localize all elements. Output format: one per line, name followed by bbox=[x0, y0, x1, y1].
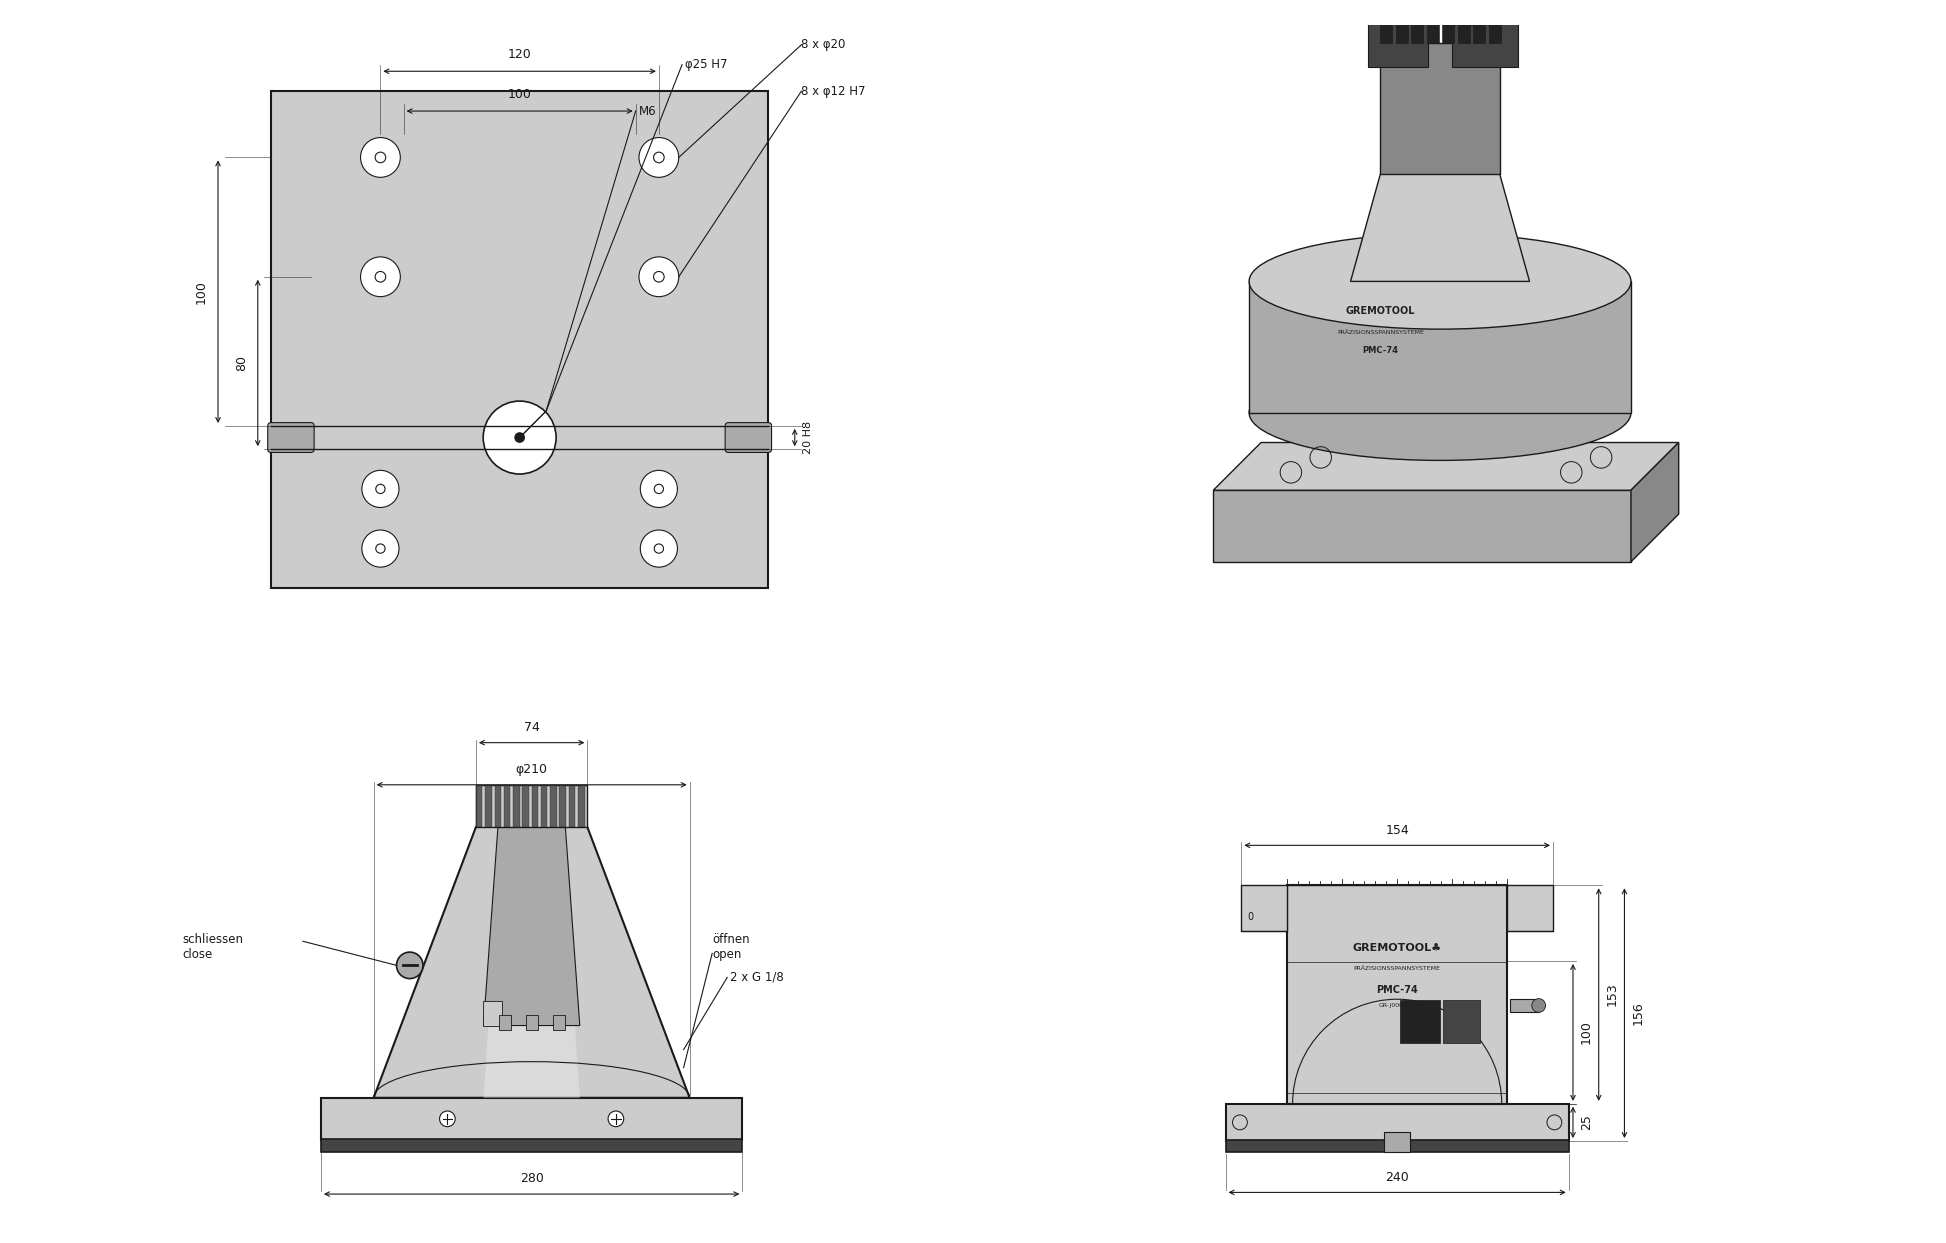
Text: 25: 25 bbox=[1580, 1115, 1594, 1130]
Circle shape bbox=[360, 257, 401, 297]
FancyBboxPatch shape bbox=[726, 423, 771, 452]
Text: 154: 154 bbox=[1386, 824, 1409, 837]
Polygon shape bbox=[1242, 885, 1286, 931]
Text: 156: 156 bbox=[1631, 1002, 1644, 1025]
Bar bbox=[560, 784, 566, 827]
Circle shape bbox=[638, 257, 679, 297]
Bar bbox=[1380, 22, 1391, 42]
FancyBboxPatch shape bbox=[269, 423, 313, 452]
Text: öffnen
open: öffnen open bbox=[712, 933, 749, 961]
Bar bbox=[485, 784, 492, 827]
Bar bbox=[1286, 885, 1508, 1104]
Bar bbox=[541, 784, 547, 827]
Text: 80: 80 bbox=[235, 355, 247, 370]
Bar bbox=[551, 784, 557, 827]
Polygon shape bbox=[1508, 885, 1553, 931]
Bar bbox=[1489, 22, 1500, 42]
Text: 74: 74 bbox=[523, 721, 539, 733]
Text: 8 x φ12 H7: 8 x φ12 H7 bbox=[802, 85, 866, 98]
Circle shape bbox=[640, 470, 677, 507]
Polygon shape bbox=[374, 827, 689, 1098]
Text: 0: 0 bbox=[1247, 912, 1253, 922]
Polygon shape bbox=[1249, 281, 1631, 413]
Text: 20 H8: 20 H8 bbox=[802, 421, 813, 454]
Text: schliessen
close: schliessen close bbox=[183, 933, 243, 961]
Bar bbox=[504, 784, 510, 827]
Text: 153: 153 bbox=[1605, 983, 1619, 1007]
Bar bbox=[1510, 998, 1539, 1012]
Bar bbox=[1473, 22, 1485, 42]
Text: PMC-74: PMC-74 bbox=[1376, 986, 1419, 996]
Text: PMC-74: PMC-74 bbox=[1362, 346, 1399, 354]
Text: 2 x G 1/8: 2 x G 1/8 bbox=[730, 971, 784, 984]
Text: 100: 100 bbox=[195, 280, 208, 303]
Bar bbox=[1426, 22, 1438, 42]
Bar bbox=[321, 1139, 741, 1152]
Ellipse shape bbox=[1249, 234, 1631, 329]
Bar bbox=[578, 784, 584, 827]
Polygon shape bbox=[483, 827, 580, 1098]
Polygon shape bbox=[1368, 0, 1428, 67]
Text: GREMOTOOL♣: GREMOTOOL♣ bbox=[1352, 943, 1442, 953]
Bar bbox=[477, 784, 588, 827]
Text: φ25 H7: φ25 H7 bbox=[685, 58, 728, 71]
Bar bbox=[1442, 999, 1481, 1043]
Polygon shape bbox=[1631, 443, 1679, 562]
Bar bbox=[568, 784, 576, 827]
Bar bbox=[525, 1016, 537, 1030]
Polygon shape bbox=[1212, 443, 1679, 490]
Bar bbox=[553, 1016, 564, 1030]
Text: 100: 100 bbox=[508, 88, 531, 101]
Text: GR-J00000X: GR-J00000X bbox=[1378, 1003, 1415, 1008]
Circle shape bbox=[362, 470, 399, 507]
Text: 120: 120 bbox=[508, 48, 531, 61]
Polygon shape bbox=[483, 827, 580, 1025]
Polygon shape bbox=[1212, 490, 1631, 562]
Polygon shape bbox=[1452, 0, 1518, 67]
Bar bbox=[522, 784, 529, 827]
Polygon shape bbox=[1351, 174, 1530, 281]
Circle shape bbox=[607, 1111, 625, 1126]
Text: 100: 100 bbox=[1580, 1021, 1594, 1044]
Bar bbox=[514, 784, 520, 827]
Circle shape bbox=[360, 138, 401, 178]
Bar bbox=[1226, 1104, 1568, 1141]
Circle shape bbox=[516, 433, 523, 443]
Bar bbox=[494, 784, 500, 827]
Polygon shape bbox=[483, 1002, 502, 1025]
Text: PRÄZISIONSSPANNSYSTEME: PRÄZISIONSSPANNSYSTEME bbox=[1354, 966, 1440, 971]
Polygon shape bbox=[1380, 42, 1500, 174]
Bar bbox=[1442, 22, 1454, 42]
Bar bbox=[270, 91, 769, 588]
Bar bbox=[1395, 22, 1407, 42]
Bar bbox=[477, 784, 483, 827]
Bar bbox=[1411, 22, 1423, 42]
Circle shape bbox=[640, 530, 677, 567]
Text: φ210: φ210 bbox=[516, 763, 547, 776]
Bar bbox=[321, 1098, 741, 1140]
Circle shape bbox=[440, 1111, 455, 1126]
Circle shape bbox=[483, 401, 557, 474]
Text: GREMOTOOL: GREMOTOOL bbox=[1345, 306, 1415, 316]
Bar bbox=[1226, 1140, 1568, 1152]
Text: 240: 240 bbox=[1386, 1171, 1409, 1183]
Circle shape bbox=[362, 530, 399, 567]
Bar bbox=[1399, 999, 1440, 1043]
Circle shape bbox=[638, 138, 679, 178]
Ellipse shape bbox=[1249, 365, 1631, 460]
Bar bbox=[1458, 22, 1469, 42]
Bar bbox=[531, 784, 539, 827]
Text: 280: 280 bbox=[520, 1172, 543, 1185]
Circle shape bbox=[1532, 998, 1545, 1012]
Circle shape bbox=[397, 952, 422, 978]
Text: M6: M6 bbox=[638, 104, 656, 118]
Bar bbox=[1384, 1132, 1411, 1152]
Text: 8 x φ20: 8 x φ20 bbox=[802, 39, 847, 51]
Bar bbox=[498, 1016, 510, 1030]
Text: PRÄZISIONSSPANNSYSTEME: PRÄZISIONSSPANNSYSTEME bbox=[1337, 329, 1424, 334]
